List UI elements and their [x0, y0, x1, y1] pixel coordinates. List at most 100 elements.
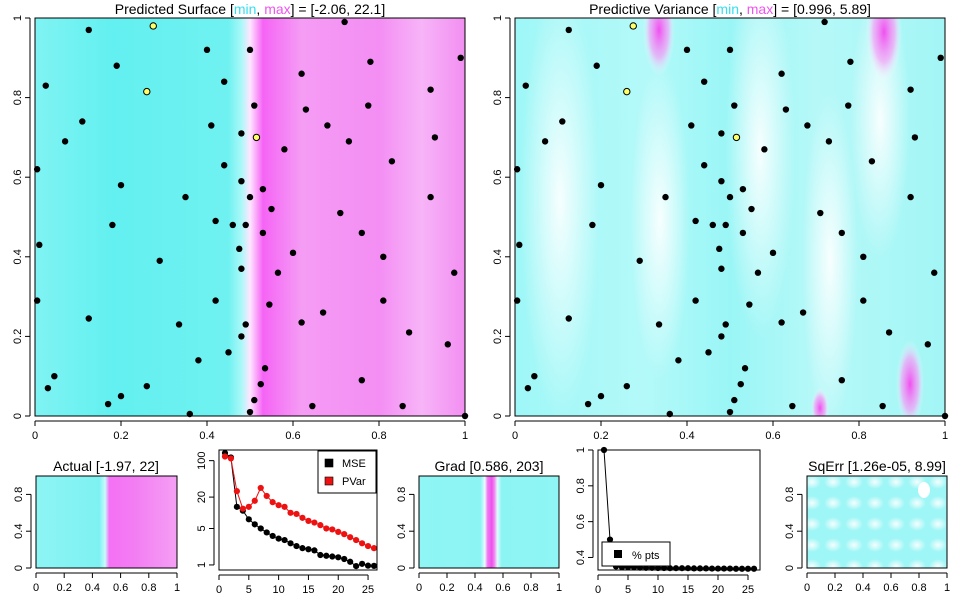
sqerr-title: SqErr [1.26e-05, 8.99] [808, 458, 946, 474]
sqerr-blob [824, 538, 842, 552]
mse-pvar-series [221, 449, 378, 570]
x-tick-label: 10 [652, 584, 664, 596]
sqerr-blob [929, 538, 947, 552]
design-point [427, 193, 434, 201]
x-tick-label: 0 [416, 582, 422, 594]
point-mse [251, 521, 258, 528]
design-point [718, 130, 725, 137]
design-point [778, 319, 785, 326]
x-tick-label: 20 [332, 584, 344, 596]
design-point [726, 408, 734, 416]
design-point [259, 229, 267, 237]
highlighted-point [149, 22, 157, 30]
design-point [769, 249, 777, 257]
x-tick-label: 0 [32, 430, 38, 442]
design-point [516, 241, 523, 249]
design-point [79, 118, 86, 125]
y-tick-label: 1 [12, 15, 24, 21]
x-tick-label: 1 [556, 582, 562, 594]
point-mse [347, 558, 354, 565]
x-tick-label: 10 [272, 584, 284, 596]
design-point [847, 58, 854, 65]
design-point [182, 193, 189, 201]
predictive-variance-points [513, 18, 949, 420]
design-point [662, 193, 669, 201]
design-point [367, 58, 374, 65]
design-point [358, 229, 365, 237]
sqerr-blob [929, 559, 947, 568]
grad-panel: Grad [0.586, 203] 0 0.2 0.4 0.6 0.8 1 0 0.4 0.8 [396, 458, 562, 594]
highlighted-point [629, 22, 637, 30]
design-point [937, 54, 944, 61]
point-pct-pts [738, 565, 746, 572]
design-point [143, 382, 150, 390]
y-tick-label: 0.8 [784, 487, 796, 502]
grad-axes: 0 0.2 0.4 0.6 0.8 1 0 0.4 0.8 [396, 487, 562, 594]
x-tick-label: 0.6 [285, 430, 300, 442]
design-point [156, 257, 163, 264]
point-pct-pts [606, 536, 614, 543]
point-pvar [293, 510, 300, 518]
design-point [61, 138, 69, 145]
design-point [444, 341, 451, 348]
x-tick-label: 0.6 [495, 582, 510, 594]
design-point [731, 102, 738, 109]
sqerr-blob [845, 496, 863, 510]
point-mse [299, 545, 306, 552]
x-tick-label: 1 [942, 430, 948, 442]
sqerr-blob [807, 476, 821, 489]
design-point [845, 102, 852, 109]
design-point [221, 162, 228, 169]
sqerr-axes: 0 0.2 0.4 0.6 0.8 1 0 0.4 0.8 [784, 487, 950, 594]
design-point [117, 181, 125, 189]
design-point [722, 221, 729, 229]
design-point [907, 193, 914, 201]
design-point [709, 221, 716, 229]
design-point [195, 357, 202, 364]
x-tick-label: 0.8 [851, 430, 866, 442]
point-mse [263, 529, 270, 536]
design-point [246, 408, 254, 416]
y-tick-label: 0 [13, 565, 25, 571]
design-point [242, 221, 249, 229]
y-tick-label: 1 [575, 447, 587, 453]
point-mse [335, 554, 342, 561]
design-point [597, 392, 605, 400]
x-tick-label: 0 [595, 584, 601, 596]
mse-pvar-legend: MSE PVar [317, 450, 377, 494]
x-tick-label: 1 [944, 582, 950, 594]
point-pvar [245, 503, 252, 510]
actual-frame [35, 475, 178, 569]
y-tick-label: 0.4 [396, 524, 408, 539]
design-point [731, 396, 738, 404]
point-pvar [329, 526, 336, 533]
design-point [203, 46, 211, 54]
point-pct-pts [732, 565, 740, 572]
design-point [513, 166, 521, 173]
design-point [924, 341, 931, 348]
design-point [399, 402, 406, 410]
point-pvar [269, 499, 276, 506]
design-point [251, 396, 258, 404]
min-word: min [234, 1, 257, 17]
design-point [238, 333, 245, 340]
x-tick-label: 15 [302, 584, 314, 596]
design-point [688, 122, 695, 129]
design-point [589, 221, 596, 229]
design-point [860, 253, 867, 260]
y-tick-label: 1 [196, 562, 208, 568]
x-tick-label: 0 [804, 582, 810, 594]
sqerr-blob [824, 517, 842, 531]
sqerr-texture [807, 476, 947, 568]
point-pvar [335, 528, 342, 536]
sqerr-blob [807, 496, 821, 510]
design-point [229, 221, 236, 229]
design-point [365, 102, 372, 109]
design-point [565, 315, 572, 322]
pct-pts-legend: % pts [601, 541, 671, 567]
design-point [718, 265, 725, 272]
predicted-surface-frame [34, 17, 466, 417]
design-point [675, 357, 682, 364]
